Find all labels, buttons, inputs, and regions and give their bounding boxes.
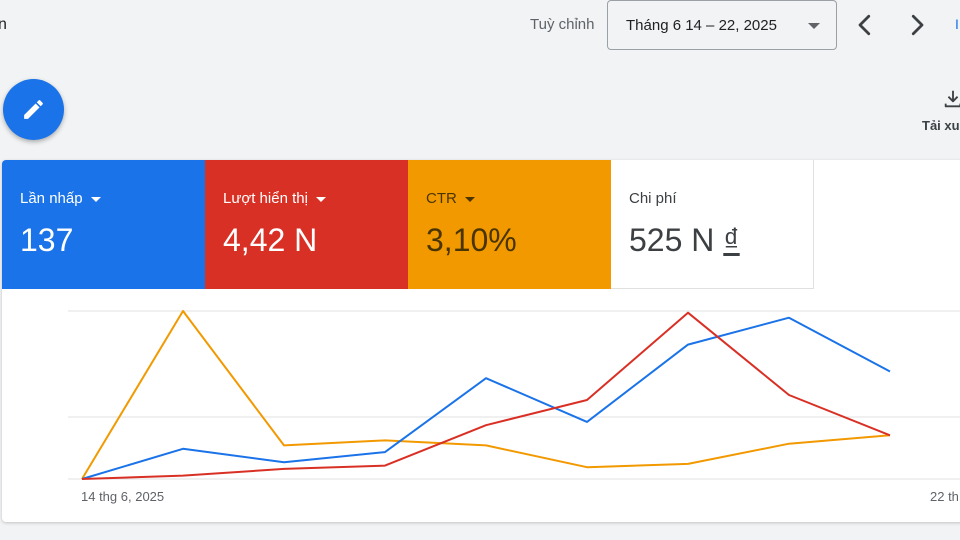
metric-clicks-name: Lần nhấp <box>20 190 83 207</box>
metric-cost-name: Chi phí <box>629 190 677 207</box>
top-bar: n Tuỳ chỉnh Tháng 6 14 – 22, 2025 I <box>0 0 960 60</box>
metric-clicks[interactable]: Lần nhấp 137 <box>2 160 205 289</box>
metric-impressions-value: 4,42 N <box>223 222 318 258</box>
download-label: Tải xu <box>922 118 960 133</box>
metric-clicks-value: 137 <box>20 222 74 258</box>
metric-ctr[interactable]: CTR 3,10% <box>408 160 611 289</box>
metric-cost-value: 525 N ₫ <box>629 222 740 259</box>
metric-impressions[interactable]: Lượt hiển thị 4,42 N <box>205 160 408 289</box>
date-range-type-label: Tuỳ chỉnh <box>530 16 595 33</box>
chart-svg <box>68 310 960 480</box>
next-period-button[interactable] <box>902 10 932 40</box>
dropdown-arrow-icon <box>808 23 820 29</box>
dropdown-arrow-icon <box>90 196 101 202</box>
metric-clicks-label: Lần nhấp <box>20 190 101 207</box>
metric-ctr-label: CTR <box>426 190 475 207</box>
date-range-select[interactable]: Tháng 6 14 – 22, 2025 <box>607 0 837 50</box>
currency-symbol: ₫ <box>723 222 740 258</box>
performance-card: Lần nhấp 137 Lượt hiển thị 4,42 N CTR 3,… <box>2 160 960 522</box>
cut-off-link[interactable]: I <box>955 16 959 32</box>
metric-ctr-value: 3,10% <box>426 222 517 258</box>
dropdown-arrow-icon <box>315 196 326 202</box>
performance-line-chart: 14 thg 6, 2025 22 th <box>2 289 960 522</box>
metric-impressions-name: Lượt hiển thị <box>223 190 308 207</box>
series-line-ctr <box>81 310 891 480</box>
x-tick-label-end: 22 th <box>930 489 959 504</box>
x-tick-label-start: 14 thg 6, 2025 <box>81 489 165 504</box>
metric-cost[interactable]: Chi phí 525 N ₫ <box>611 160 814 289</box>
chevron-right-icon <box>911 14 924 36</box>
series-line-impressions <box>81 311 891 480</box>
date-range-value: Tháng 6 14 – 22, 2025 <box>626 17 777 34</box>
download-icon <box>944 90 960 108</box>
page-title-edge: n <box>0 16 7 33</box>
edit-fab-button[interactable] <box>3 79 64 140</box>
dropdown-arrow-icon <box>464 196 475 202</box>
metric-ctr-name: CTR <box>426 190 457 207</box>
metric-cost-amount: 525 N <box>629 222 715 258</box>
previous-period-button[interactable] <box>850 10 880 40</box>
series-line-clicks <box>81 316 891 480</box>
pencil-icon <box>24 100 43 119</box>
chevron-left-icon <box>858 14 871 36</box>
metric-impressions-label: Lượt hiển thị <box>223 190 326 207</box>
